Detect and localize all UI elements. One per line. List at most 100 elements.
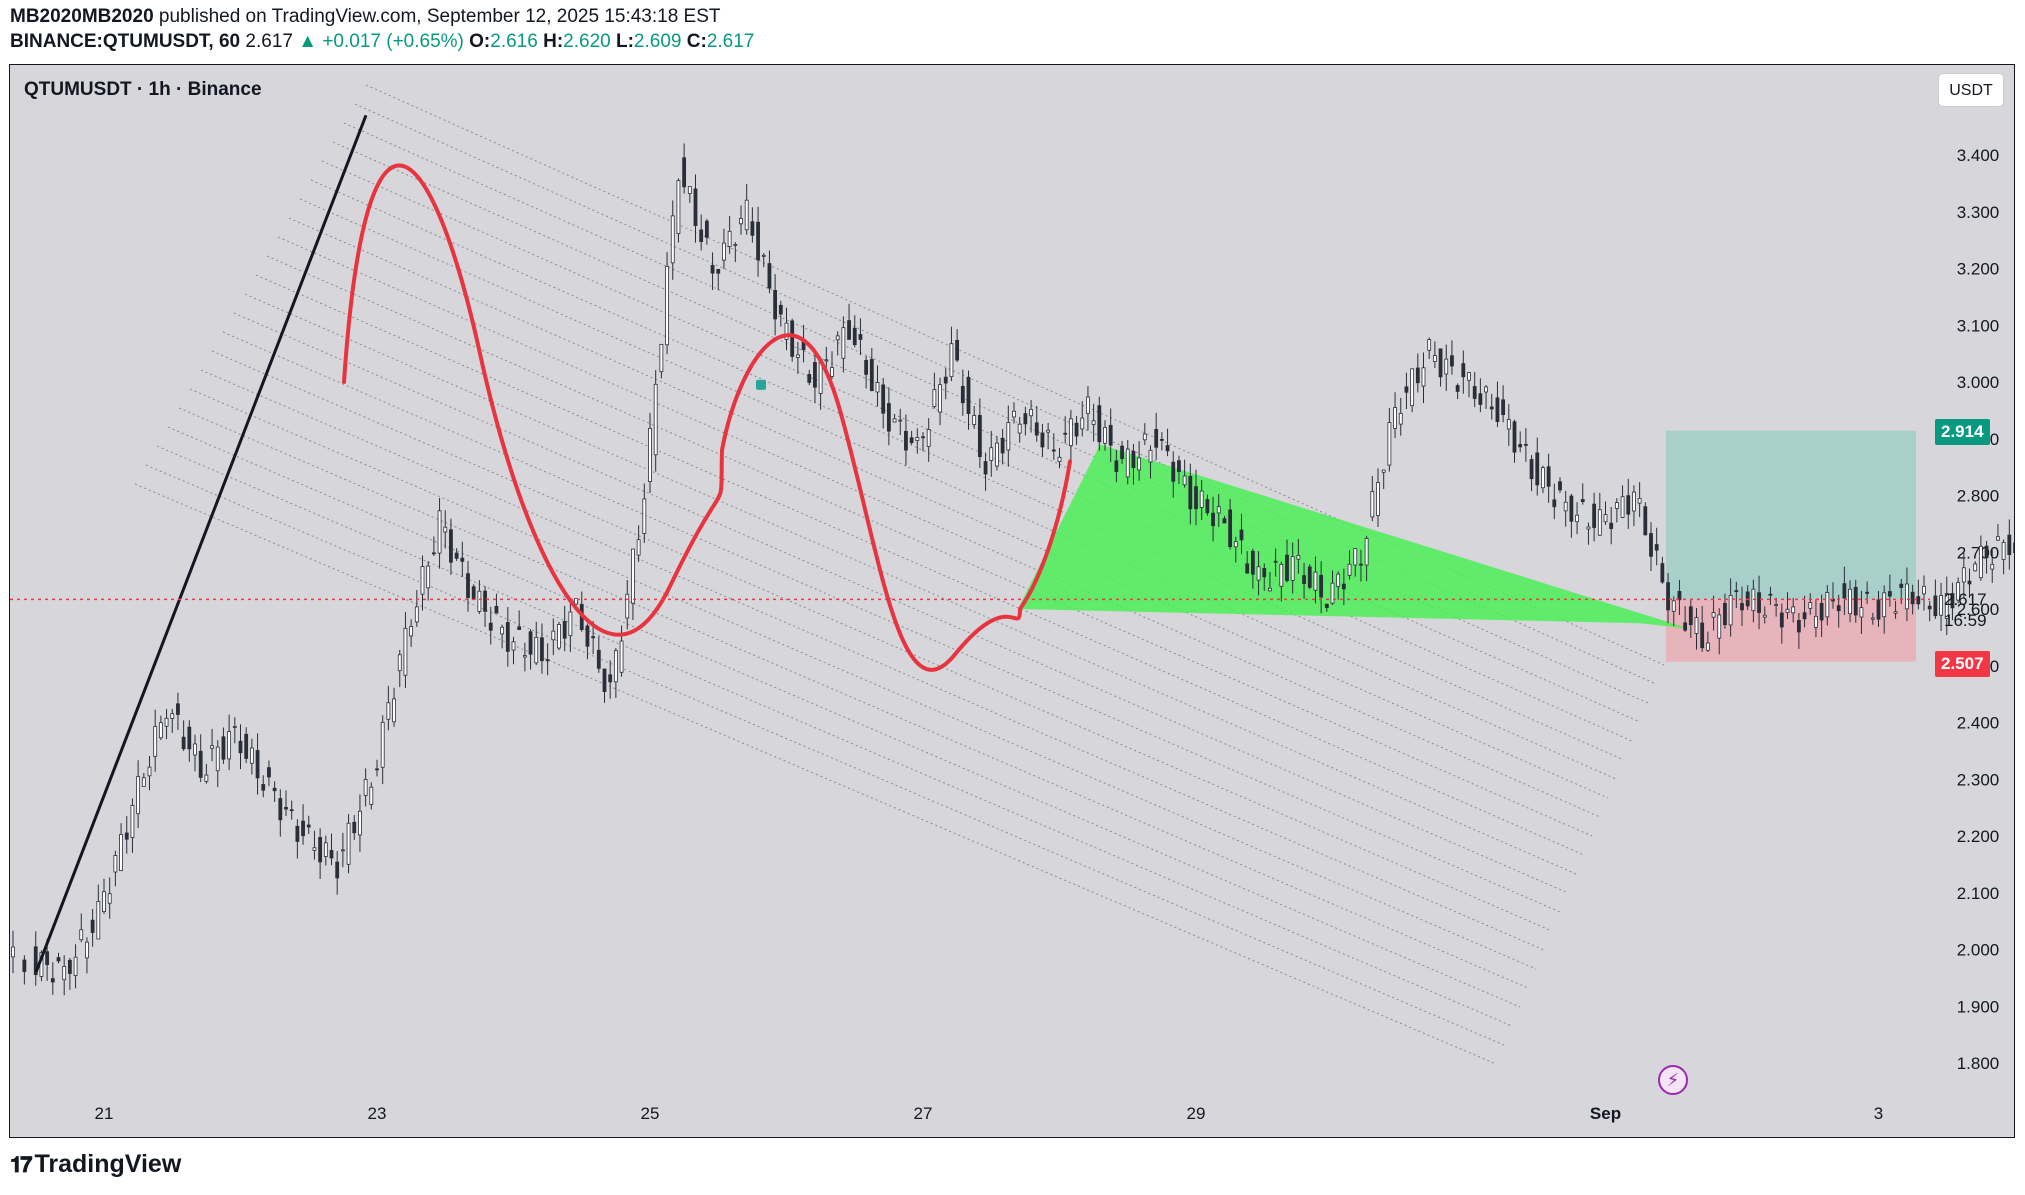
candle-body [1677,590,1682,601]
candle-body [585,625,590,647]
candle-body [420,566,425,595]
candle-body [1250,550,1255,575]
candle-body [1973,563,1978,572]
candle-body [267,767,271,778]
y-tick-label: 2.700 [1957,543,2000,562]
candle-body [1068,418,1073,446]
channel-line [277,236,1601,818]
candle-body [653,383,658,456]
candle-body [494,605,499,614]
candle-body [306,824,311,828]
candle-body [1472,386,1477,399]
candle-body [62,966,67,981]
candle-body [1461,363,1466,378]
candle-body [551,630,556,641]
close-label: C: [686,31,707,52]
candle-body [284,806,288,810]
tv-logo-icon: 𝟏𝟕 [10,1152,33,1177]
close-value: 2.617 [706,31,755,52]
chart-frame[interactable]: 1.8001.9002.0002.1002.2002.3002.4002.500… [9,64,2015,1138]
candle-body [716,268,721,274]
candle-body [1563,501,1568,512]
candle-body [1154,428,1159,448]
candle-body [141,777,146,787]
last-price: 2.617 [245,31,293,52]
candle-body [1552,499,1557,508]
channel-line [134,483,1497,1065]
candle-body [1836,605,1841,612]
candle-body [989,447,994,461]
candle-body [886,403,891,432]
candle-body [1171,461,1176,482]
price-change: +0.017 (+0.65%) [322,31,464,52]
candle-body [449,529,453,563]
candle-body [1853,586,1858,616]
candle-body [1427,339,1432,351]
candle-body [73,956,78,976]
channel-line [156,445,1513,1027]
candle-body [1296,555,1301,560]
symbol-name: BINANCE:QTUMUSDT, 60 [10,31,241,52]
candle-body [198,750,203,778]
high-value: 2.620 [563,31,611,52]
candle-body [1626,495,1631,515]
tradingview-logo[interactable]: 𝟏𝟕 TradingView [10,1150,181,1179]
candle-body [1415,367,1420,384]
candle-body [864,359,869,375]
candle-body [966,376,971,414]
candle-body [79,929,84,941]
candle-body [1768,593,1773,596]
candle-body [1825,592,1830,618]
candle-body [346,822,351,865]
currency-button[interactable]: USDT [1938,73,2004,107]
candle-body [722,242,726,261]
candle-body [1978,545,1983,579]
candle-body [1421,367,1426,387]
candle-body [1694,617,1699,634]
current-price-label: 2.617 [1944,590,1987,609]
candle-body [739,218,743,225]
candle-body [727,230,732,247]
candle-body [761,254,766,257]
candle-body [1671,600,1676,612]
candle-body [625,593,630,619]
candle-body [56,957,61,962]
candle-body [1341,583,1346,590]
candle-body [369,786,374,805]
candle-body [1324,603,1329,608]
candle-body [892,418,897,423]
candle-body [807,374,812,383]
candle-body [1410,368,1415,407]
candle-body [1757,592,1761,613]
price-chart[interactable]: 1.8001.9002.0002.1002.2002.3002.4002.500… [10,65,2015,1138]
candle-body [648,428,652,482]
candle-body [1796,620,1801,633]
candle-body [1091,420,1096,425]
candle-body [938,384,942,413]
author-name[interactable]: MB2020MB2020 [10,6,154,27]
candle-body [1359,563,1363,566]
candle-body [130,805,135,838]
candle-body [1705,642,1710,651]
candle-body [960,385,965,404]
y-tick-label: 3.300 [1957,203,2000,222]
candle-body [1330,582,1335,604]
candle-body [636,539,641,556]
candle-body [1575,514,1579,523]
candle-body [113,855,118,873]
candle-body [1723,602,1727,626]
candle-body [1205,499,1210,514]
candle-body [1666,582,1670,611]
candle-body [272,787,277,792]
candle-body [1637,497,1642,504]
candle-body [1029,409,1033,417]
candle-body [977,414,982,457]
x-tick-label: 23 [368,1104,387,1123]
candle-body [1120,445,1124,460]
candle-body [431,552,436,555]
candle-body [1017,423,1022,434]
candle-body [1922,585,1926,595]
flash-icon[interactable]: ⚡ [1658,1065,1688,1095]
candle-body [193,743,197,756]
candle-body [1700,622,1705,649]
